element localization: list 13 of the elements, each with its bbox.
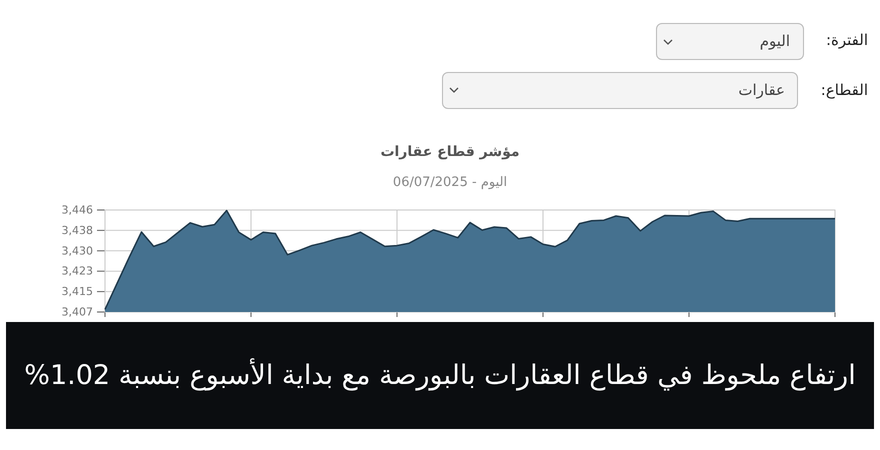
- text: ارتفاع ملحوظ في قطاع العقارات بالبورصة مع بداية الأسبوع بنسبة 1.02%: [23, 358, 857, 393]
- y-tick-label: 3,438: [62, 224, 93, 237]
- chart-subtitle: اليوم - 06/07/2025: [392, 175, 508, 190]
- y-tick-label: 3,415: [62, 285, 93, 298]
- text: عقارات: [738, 81, 785, 99]
- text: القطاع:: [820, 81, 868, 99]
- text: الفترة:: [826, 31, 868, 49]
- y-tick-label: 3,407: [62, 306, 93, 318]
- y-tick-label: 3,430: [62, 244, 93, 258]
- y-tick-label: 3,446: [62, 204, 93, 216]
- chart-title: مؤشر قطاع عقارات: [380, 144, 520, 160]
- y-tick-label: 3,423: [62, 264, 93, 278]
- text: اليوم: [760, 32, 790, 50]
